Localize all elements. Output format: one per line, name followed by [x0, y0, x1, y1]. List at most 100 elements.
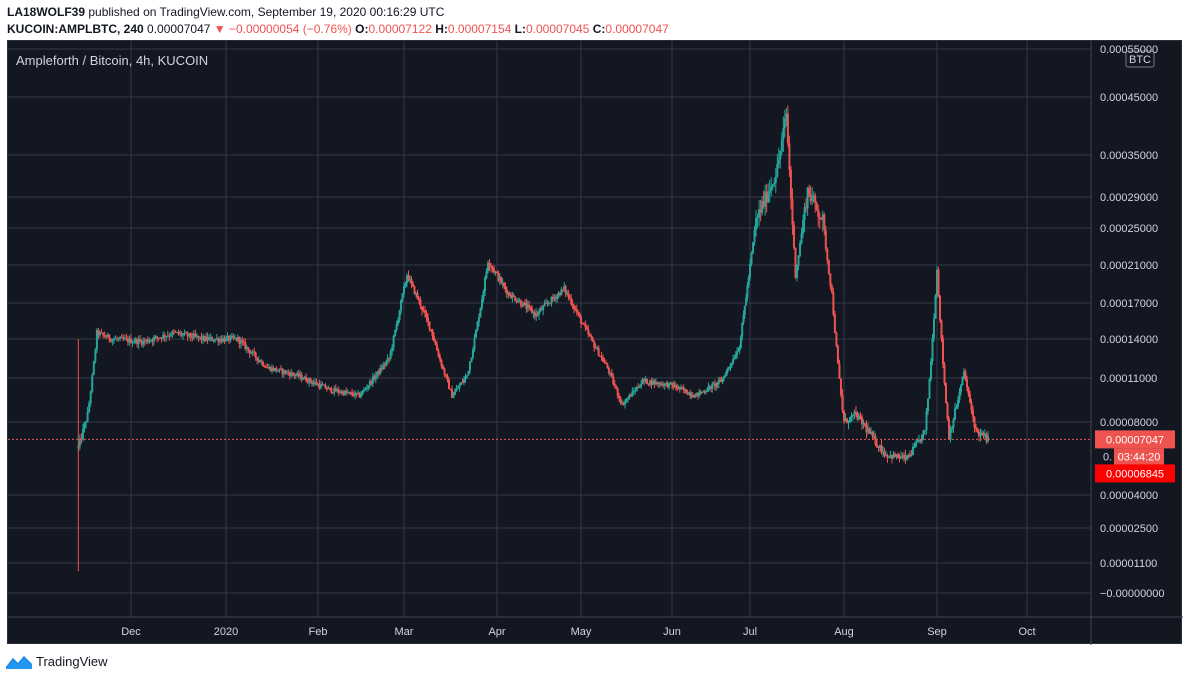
candle-body [514, 296, 517, 301]
candle-body [488, 262, 491, 267]
price-chart[interactable]: BTC 0.00007047 0. 03:44:20 0.00006845 0.0005… [8, 41, 1183, 645]
candle-body [634, 390, 637, 392]
candle-body [536, 313, 539, 315]
candle-body [265, 367, 268, 369]
candle-body [575, 309, 578, 313]
candle-body [421, 306, 423, 311]
candle-body [677, 386, 680, 389]
candle-body [81, 428, 84, 440]
candle-body [916, 439, 919, 443]
candle-body [154, 336, 157, 338]
candle-body [343, 390, 346, 395]
candle-body [672, 384, 675, 388]
open-label: O: [355, 22, 369, 36]
candle-body [765, 191, 768, 203]
candle-body [643, 379, 646, 382]
candle-body [137, 339, 140, 345]
publisher-name[interactable]: LA18WOLF39 [7, 5, 86, 19]
candle-body [853, 411, 856, 415]
candle-body [591, 337, 594, 342]
candle-body [867, 429, 869, 433]
candle-body [109, 339, 112, 342]
chart-panel[interactable]: BTC 0.00007047 0. 03:44:20 0.00006845 0.0005… [7, 40, 1183, 645]
time-tick-label: 2020 [214, 626, 238, 638]
candle-body [413, 285, 416, 295]
candle-body [597, 347, 600, 356]
candle-body [203, 336, 206, 341]
candle-body [515, 300, 518, 302]
candle-body [365, 387, 368, 389]
candle-body [907, 455, 910, 457]
candle-body [481, 299, 483, 308]
candle-body [130, 338, 132, 344]
time-tick-label: Dec [121, 626, 141, 638]
candle-body [561, 289, 564, 291]
candle-body [732, 359, 735, 364]
candle-body [260, 361, 263, 363]
candle-body [97, 330, 100, 336]
candle-body [179, 333, 182, 335]
candle-body [244, 342, 247, 349]
candle-body [123, 338, 126, 340]
candle-body [662, 383, 665, 386]
candle-body [272, 367, 275, 371]
candle-body [177, 331, 180, 334]
footer-brand-label: TradingView [36, 654, 108, 669]
candle-body [868, 429, 871, 434]
candle-body [175, 331, 178, 333]
candle-body [191, 337, 194, 339]
candle-body [374, 375, 377, 379]
candle-body [409, 279, 411, 281]
candle-body [440, 359, 443, 367]
candle-body [707, 386, 710, 392]
time-tick-label: May [571, 626, 592, 638]
footer-brand[interactable]: TradingView [6, 654, 108, 669]
candle-body [94, 349, 97, 362]
candle-body [533, 312, 536, 317]
candle-body [443, 368, 446, 375]
candle-body [245, 347, 248, 349]
candle-body [273, 368, 276, 371]
candle-body [594, 347, 597, 349]
candle-body [921, 434, 923, 442]
candle-body [859, 415, 862, 417]
candle-body [761, 201, 764, 213]
candle-body [864, 423, 866, 426]
candle-body [352, 394, 355, 396]
candle-body [182, 334, 185, 336]
candle-body [912, 446, 914, 455]
candle-body [535, 313, 538, 317]
candle-body [750, 253, 753, 264]
candle-body [726, 368, 729, 371]
candle-body [524, 302, 526, 304]
candle-body [361, 390, 364, 395]
candle-body [305, 376, 308, 382]
countdown-tag [1114, 448, 1164, 466]
candle-body [166, 335, 169, 337]
candle-body [783, 118, 786, 129]
price-tick-label: 0.00025000 [1100, 223, 1158, 235]
candle-body [539, 308, 542, 312]
candle-body [235, 337, 238, 341]
candle-body [934, 295, 937, 319]
close-label: C: [592, 22, 606, 36]
candle-body [820, 218, 823, 220]
candle-body [771, 184, 774, 187]
candle-body [340, 391, 343, 393]
candle-body [105, 336, 108, 338]
candle-body [225, 337, 227, 342]
candle-body [192, 334, 195, 338]
candle-body [823, 214, 826, 231]
candle-body [412, 283, 414, 286]
candle-body [578, 313, 581, 317]
candle-body [865, 425, 868, 433]
candle-body [226, 336, 229, 338]
currency-badge[interactable] [1125, 50, 1155, 68]
candle-body [404, 282, 407, 287]
candle-body [512, 294, 515, 297]
candle-body [278, 368, 281, 371]
candle-body [904, 455, 907, 460]
candle-body [901, 456, 904, 458]
candle-body [518, 300, 521, 302]
candle-body [927, 398, 929, 412]
